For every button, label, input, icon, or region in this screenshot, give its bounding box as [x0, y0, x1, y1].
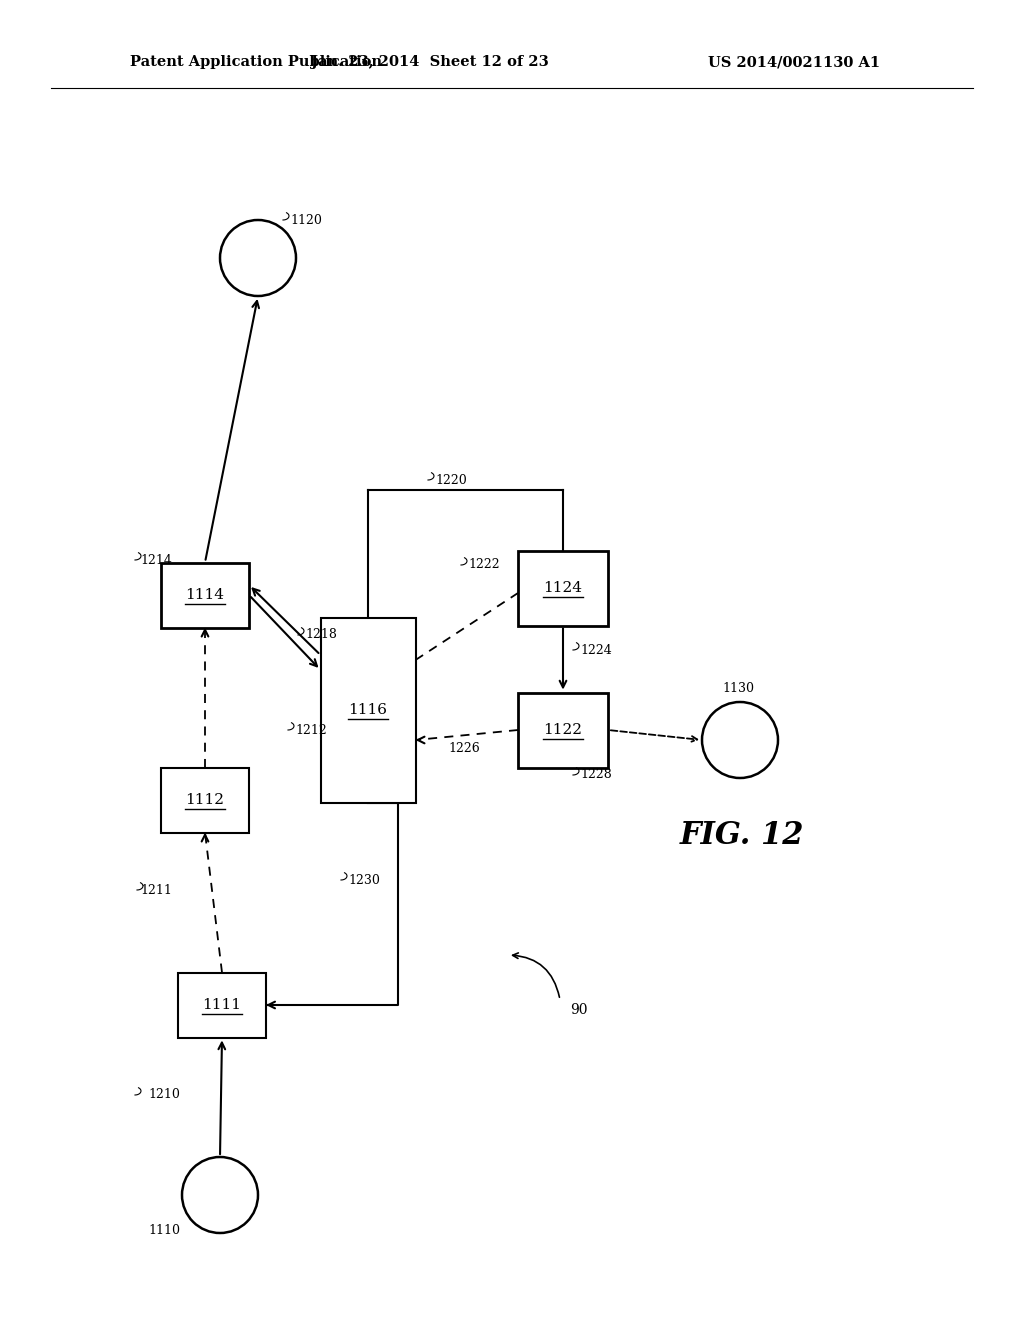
Text: 1114: 1114 [185, 587, 224, 602]
Bar [161, 767, 249, 833]
Text: Patent Application Publication: Patent Application Publication [130, 55, 382, 69]
Text: 1218: 1218 [305, 628, 337, 642]
Text: 90: 90 [570, 1003, 588, 1016]
Text: 1224: 1224 [580, 644, 611, 656]
Bar [518, 550, 608, 626]
Text: 1210: 1210 [148, 1089, 180, 1101]
Circle shape [220, 220, 296, 296]
Text: 1220: 1220 [435, 474, 467, 487]
Text: FIG. 12: FIG. 12 [680, 820, 805, 851]
Text: 1116: 1116 [348, 704, 387, 717]
Bar [518, 693, 608, 767]
Text: 1214: 1214 [140, 553, 172, 566]
Text: 1124: 1124 [544, 581, 583, 595]
Text: 1212: 1212 [295, 723, 327, 737]
Text: US 2014/0021130 A1: US 2014/0021130 A1 [708, 55, 880, 69]
Text: Jan. 23, 2014  Sheet 12 of 23: Jan. 23, 2014 Sheet 12 of 23 [311, 55, 549, 69]
Bar [161, 562, 249, 627]
Text: 1122: 1122 [544, 723, 583, 737]
Circle shape [702, 702, 778, 777]
Text: 1230: 1230 [348, 874, 380, 887]
Text: 1120: 1120 [290, 214, 322, 227]
Text: 1226: 1226 [449, 742, 480, 755]
Bar [178, 973, 266, 1038]
Text: 1228: 1228 [580, 768, 611, 781]
Text: 1112: 1112 [185, 793, 224, 807]
Text: 1111: 1111 [203, 998, 242, 1012]
Text: 1211: 1211 [140, 883, 172, 896]
Text: 1110: 1110 [148, 1224, 180, 1237]
Text: 1222: 1222 [468, 558, 500, 572]
Text: 1130: 1130 [722, 681, 754, 694]
Bar [321, 618, 416, 803]
Circle shape [182, 1158, 258, 1233]
